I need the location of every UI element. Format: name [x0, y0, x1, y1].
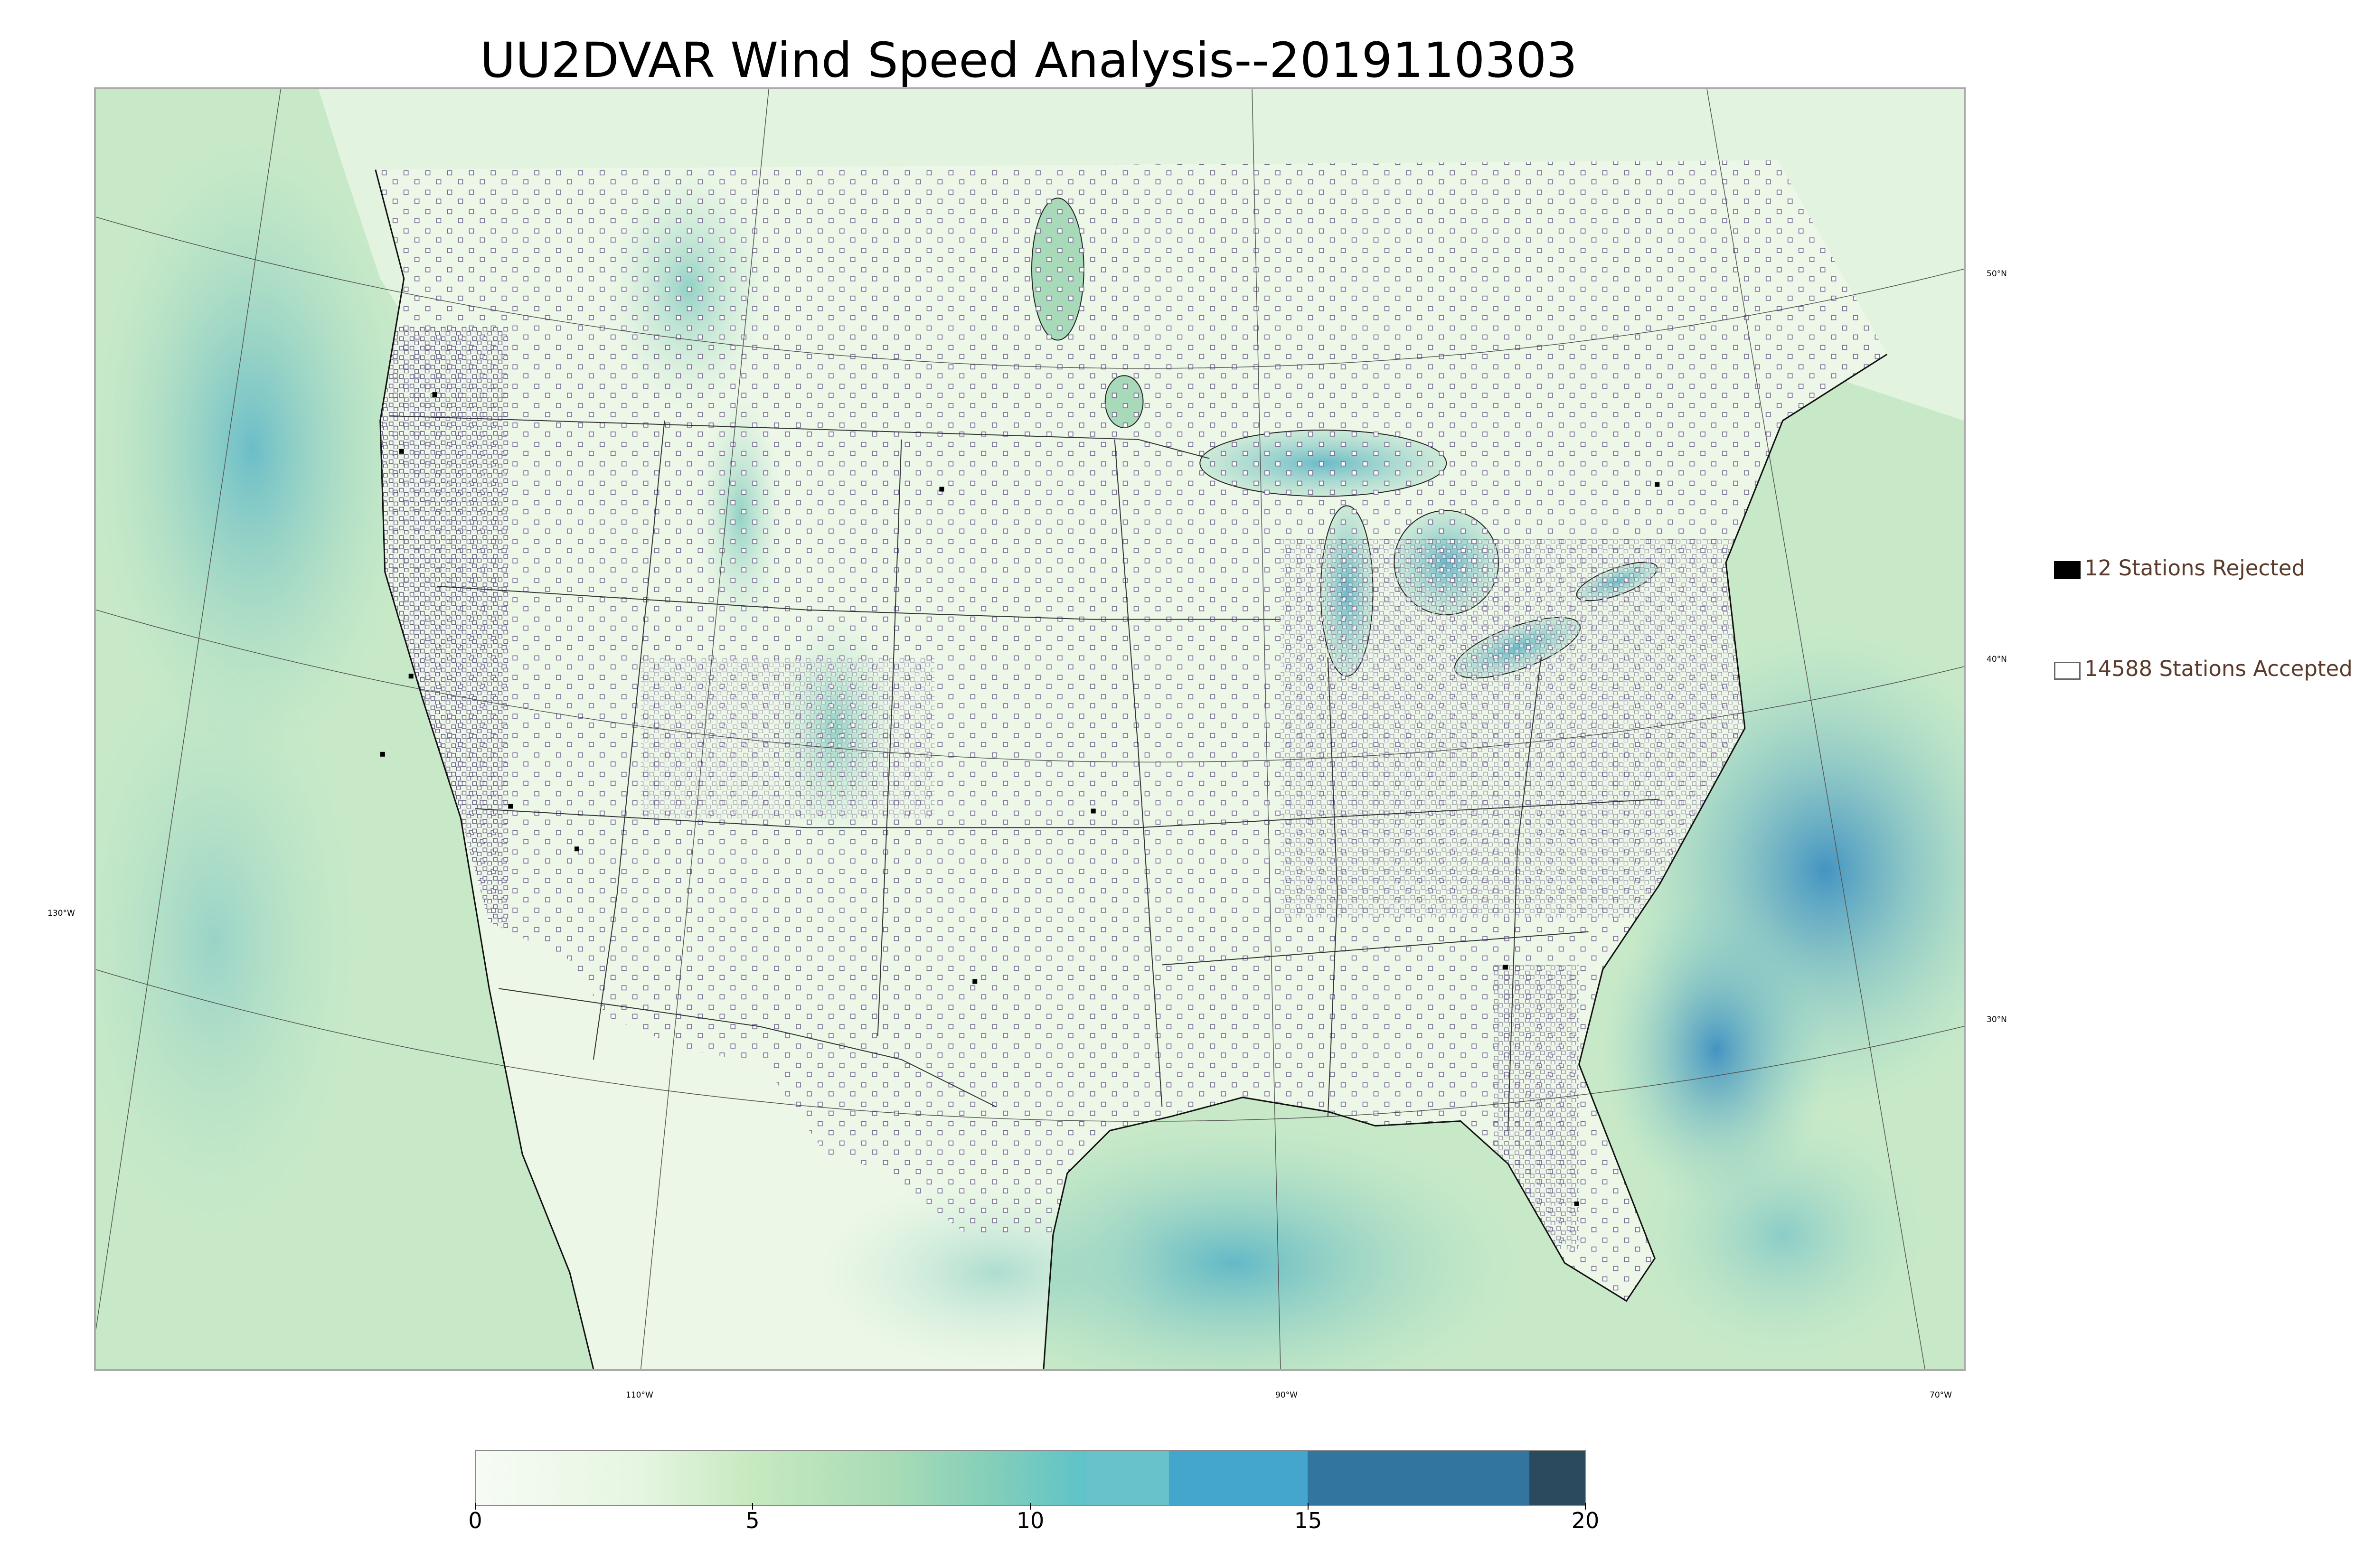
- colorbar-tick-20: [1585, 1503, 1586, 1510]
- legend-rejected: 12 Stations Rejected: [2054, 555, 2305, 581]
- wind-speed-map: [94, 87, 1966, 1371]
- colorbar: [475, 1450, 1586, 1506]
- colorbar-band-0: [1085, 1451, 1169, 1505]
- colorbar-label-0: 0: [468, 1508, 482, 1533]
- colorbar-label-15: 15: [1294, 1508, 1322, 1533]
- legend-accepted: 14588 Stations Accepted: [2054, 656, 2353, 681]
- colorbar-label-5: 5: [745, 1508, 760, 1533]
- lat-label-40n: 40°N: [1987, 655, 2007, 664]
- colorbar-tick-15: [1308, 1503, 1309, 1510]
- lon-label-110w: 110°W: [626, 1390, 653, 1400]
- accepted-station-swatch: [2054, 662, 2081, 680]
- rejected-station-swatch: [2054, 561, 2081, 579]
- colorbar-band-2: [1308, 1451, 1530, 1505]
- colorbar-label-20: 20: [1571, 1508, 1600, 1533]
- legend-accepted-label: 14588 Stations Accepted: [2084, 656, 2353, 681]
- colorbar-band-3: [1529, 1451, 1585, 1505]
- lon-label-70w: 70°W: [1930, 1390, 1952, 1400]
- lon-label-130w: 130°W: [47, 909, 75, 918]
- map-canvas: [96, 89, 1964, 1369]
- colorbar-tick-10: [1030, 1503, 1031, 1510]
- colorbar-tick-0: [475, 1503, 476, 1510]
- lat-label-50n: 50°N: [1987, 269, 2007, 279]
- lat-label-30n: 30°N: [1987, 1015, 2007, 1024]
- colorbar-tick-5: [752, 1503, 753, 1510]
- legend-rejected-label: 12 Stations Rejected: [2084, 555, 2306, 581]
- lon-label-90w: 90°W: [1275, 1390, 1298, 1400]
- colorbar-band-1: [1169, 1451, 1308, 1505]
- colorbar-gradient: [476, 1451, 1585, 1505]
- colorbar-label-10: 10: [1016, 1508, 1045, 1533]
- map-title: UU2DVAR Wind Speed Analysis--2019110303: [480, 32, 1578, 89]
